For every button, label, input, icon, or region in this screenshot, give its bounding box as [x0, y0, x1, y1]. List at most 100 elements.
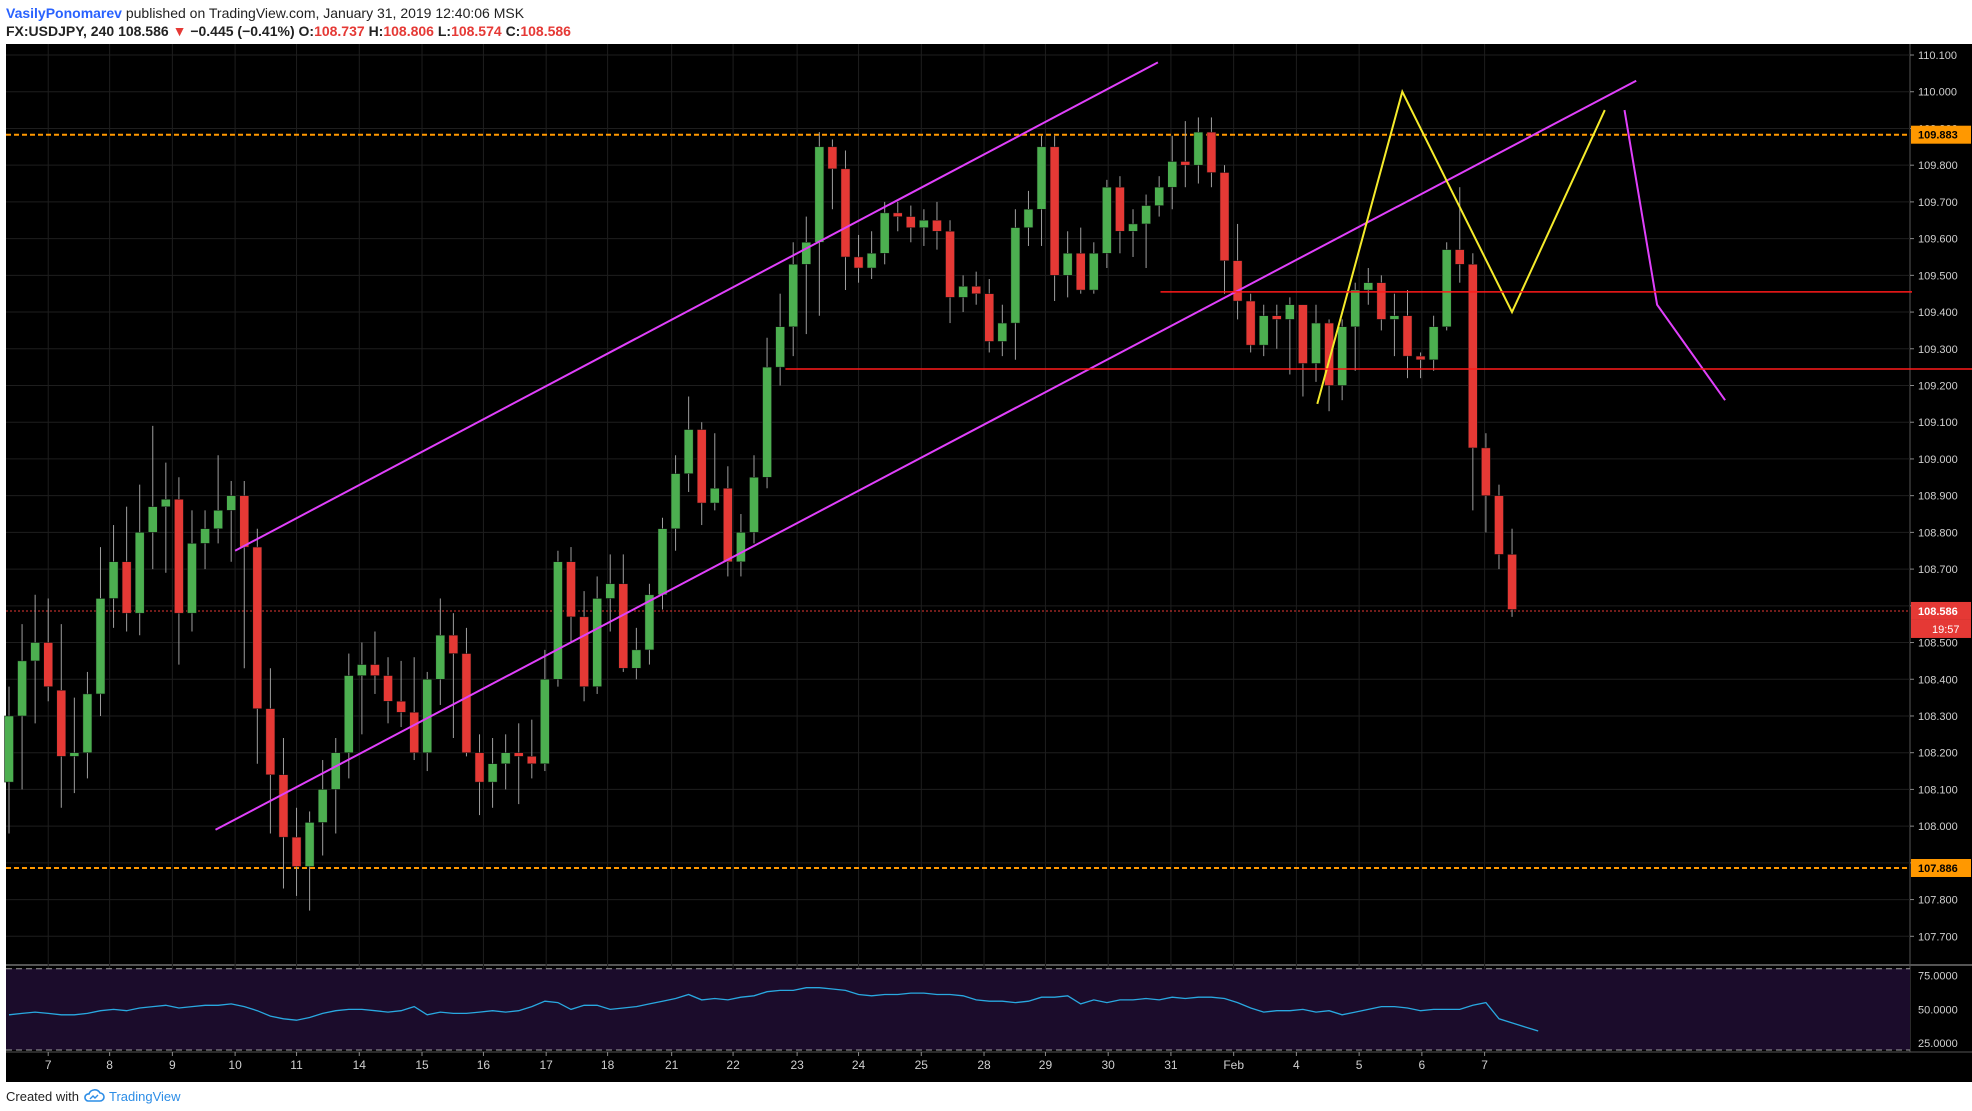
bull-candle: [553, 561, 563, 680]
bear-candle: [696, 429, 707, 504]
bull-candle: [592, 598, 602, 687]
price-axis-labels: 109.883 107.886 108.586 19:57: [1911, 125, 1971, 877]
bear-candle: [1455, 249, 1465, 265]
bull-candle: [1102, 186, 1112, 254]
published-text: published on TradingView.com, January 31…: [125, 5, 525, 21]
bull-candle: [500, 752, 511, 764]
y-tick-label: 110.000: [1918, 87, 1957, 99]
last-price: 108.586: [118, 23, 169, 39]
bull-candle: [435, 634, 446, 680]
symbol-label[interactable]: FX:USDJPY, 240: [6, 23, 115, 39]
tradingview-brand-link[interactable]: TradingView: [108, 1088, 181, 1104]
y-tick-label: 107.800: [1918, 895, 1958, 907]
bear-candle: [984, 293, 994, 342]
x-tick-label: 17: [539, 1058, 553, 1072]
bear-candle: [1481, 447, 1491, 496]
last-price-tag-text: 108.586: [1918, 606, 1958, 618]
bull-candle: [1141, 205, 1151, 225]
x-tick-label: 11: [290, 1058, 303, 1072]
bear-candle: [932, 220, 942, 232]
bear-candle: [1180, 161, 1191, 166]
bull-candle: [487, 763, 498, 783]
time-axis[interactable]: 7 8 9 10 11 14 15 16 17 18 21 22 23 24 25 28 29 30 31 Feb 4 5…: [45, 1052, 1488, 1072]
bull-candle: [670, 473, 681, 529]
high-label: H:: [368, 23, 384, 39]
y-tick-label: 109.300: [1918, 344, 1958, 356]
bear-candle: [409, 712, 419, 753]
y-tick-label: 109.400: [1918, 307, 1958, 319]
bull-candle: [1167, 161, 1177, 188]
bear-candle: [474, 752, 485, 783]
bear-candle: [1402, 315, 1413, 357]
bull-candle: [108, 561, 119, 599]
bull-candle: [1285, 304, 1295, 320]
price-axis-background: [1910, 44, 1972, 1052]
rsi-tick-label: 25.0000: [1918, 1038, 1958, 1050]
bull-candle: [1350, 289, 1360, 327]
bear-candle: [853, 256, 864, 269]
pattern-zigzag-drawing: [1316, 88, 1606, 405]
bull-candle: [17, 660, 27, 717]
bear-candle: [1507, 554, 1517, 610]
x-tick-label: 30: [1102, 1058, 1116, 1072]
bull-candle: [134, 532, 145, 614]
bear-candle: [906, 216, 916, 228]
bull-candle: [879, 212, 890, 254]
x-tick-label: 23: [790, 1058, 804, 1072]
countdown-box: [1911, 619, 1971, 638]
bear-candle: [893, 212, 903, 217]
x-tick-label: 22: [726, 1058, 740, 1072]
bear-candle: [513, 752, 524, 757]
bear-candle: [1298, 304, 1308, 364]
bear-candle: [56, 690, 67, 757]
bear-candle: [1494, 495, 1504, 555]
author-link[interactable]: VasilyPonomarev: [6, 5, 122, 21]
y-tick-label: 108.700: [1918, 564, 1958, 576]
x-tick-label: 15: [415, 1058, 429, 1072]
bear-candle: [1219, 172, 1230, 261]
bull-candle: [226, 495, 236, 511]
rsi-tick-label: 75.0000: [1918, 970, 1958, 982]
y-tick-label: 109.000: [1918, 454, 1958, 466]
high-value: 108.806: [383, 23, 434, 39]
y-tick-label: 107.700: [1918, 931, 1958, 943]
tradingview-cloud-icon: [84, 1089, 105, 1102]
bear-candle: [383, 675, 393, 702]
bear-candle: [396, 701, 406, 713]
bear-candle: [1415, 355, 1426, 361]
bull-candle: [1128, 223, 1138, 232]
bull-candle: [304, 822, 315, 867]
bear-candle: [1075, 253, 1086, 291]
bull-candle: [788, 264, 798, 327]
y-tick-label: 108.200: [1918, 748, 1958, 760]
x-tick-label: 4: [1293, 1058, 1300, 1072]
x-tick-label: 14: [353, 1058, 367, 1072]
bull-candle: [1193, 131, 1204, 166]
y-tick-label: 109.500: [1918, 270, 1958, 282]
bear-candle: [252, 546, 263, 709]
bear-candle: [1324, 322, 1334, 386]
bear-candle: [1468, 264, 1478, 449]
y-tick-label: 109.100: [1918, 417, 1958, 429]
bull-candle: [82, 693, 93, 753]
resistance-price-tag-box: [1911, 125, 1971, 144]
bull-candle: [814, 146, 825, 243]
x-tick-label: 31: [1164, 1058, 1178, 1072]
bull-candle: [1441, 249, 1452, 327]
close-label: C:: [505, 23, 521, 39]
x-tick-label: 29: [1039, 1058, 1053, 1072]
x-tick-label: 9: [169, 1058, 176, 1072]
bull-candle: [958, 286, 968, 298]
bull-candle: [161, 499, 171, 507]
rsi-indicator: [6, 968, 1910, 1051]
y-tick-label: 109.700: [1918, 197, 1958, 209]
bull-candle: [775, 326, 785, 368]
y-tick-label: 108.000: [1918, 821, 1958, 833]
change-arrow-icon: ▼: [172, 23, 187, 39]
x-tick-label: 18: [601, 1058, 615, 1072]
ohlc-legend: FX:USDJPY, 240 108.586 ▼ −0.445 (−0.41%)…: [6, 23, 571, 39]
bull-candle: [866, 253, 877, 269]
bull-candle: [1311, 322, 1321, 364]
bull-candle: [710, 488, 720, 504]
